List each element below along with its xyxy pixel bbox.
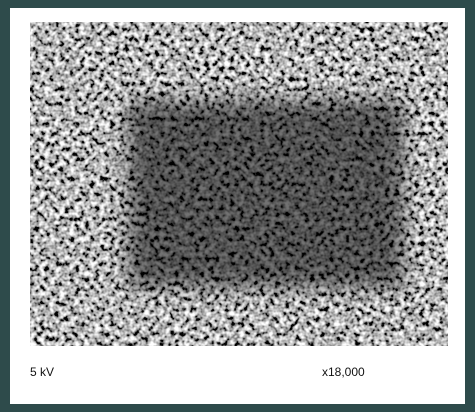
page: 5 kV x18,000 (() => { const data = JSON.… (0, 0, 475, 412)
figure-panel: 5 kV x18,000 (10, 8, 465, 404)
voltage-label: 5 kV (30, 365, 54, 379)
dark-region (128, 100, 404, 288)
magnification-label: x18,000 (322, 365, 365, 379)
sem-micrograph (30, 22, 448, 346)
